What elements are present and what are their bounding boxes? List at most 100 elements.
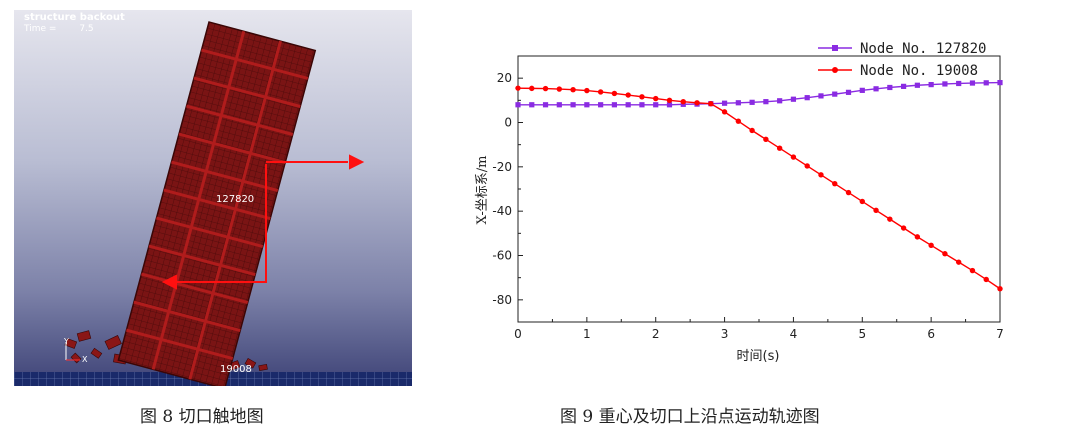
data-point — [515, 85, 521, 91]
data-point — [845, 189, 852, 196]
data-point — [639, 94, 645, 100]
data-point — [887, 84, 893, 91]
data-point — [708, 100, 714, 107]
legend-entry: Node No. 127820 — [818, 41, 986, 57]
data-point — [584, 87, 590, 94]
figure-caption-right: 图 9 重心及切口上沿点运动轨迹图 — [560, 407, 820, 427]
data-point — [859, 198, 865, 205]
data-point — [942, 251, 948, 257]
x-tick-label: 6 — [927, 327, 935, 341]
x-tick-label: 1 — [583, 327, 591, 341]
data-point — [529, 85, 535, 92]
data-point — [832, 180, 838, 187]
axis-triad: Y X — [63, 337, 88, 364]
data-point — [749, 99, 755, 105]
y-tick-label: -40 — [492, 204, 512, 218]
x-tick-label: 7 — [996, 327, 1004, 341]
data-point — [956, 80, 962, 87]
y-tick-label: 0 — [504, 116, 512, 130]
data-point — [818, 93, 824, 99]
direction-arrows — [161, 154, 365, 290]
data-point — [529, 102, 535, 108]
data-point — [763, 99, 769, 105]
simulation-view: 127820 19008 Y X — [14, 21, 412, 386]
x-axis-label: 时间(s) — [737, 349, 780, 364]
data-point — [556, 102, 562, 108]
data-point — [873, 86, 879, 92]
x-tick-label: 4 — [790, 327, 798, 341]
legend: Node No. 127820 Node No. 19008 — [818, 41, 986, 79]
data-point — [887, 216, 893, 222]
x-tick-label: 3 — [721, 327, 729, 341]
axis-triad-y: Y — [63, 337, 69, 346]
plot-border — [517, 55, 1001, 323]
data-point — [804, 163, 810, 169]
y-axis: -80 -60 -40 -20 0 20 — [492, 55, 523, 307]
series-line — [518, 81, 1001, 106]
legend-marker — [832, 45, 838, 51]
data-point — [735, 100, 741, 106]
data-point — [900, 225, 907, 231]
data-point — [914, 234, 921, 240]
data-point — [790, 96, 797, 102]
x-tick-label: 0 — [514, 327, 522, 341]
series-1 — [515, 80, 1003, 108]
figure-caption-left: 图 8 切口触地图 — [140, 407, 264, 427]
data-point — [735, 118, 742, 124]
series-2 — [515, 85, 1003, 292]
data-point — [901, 83, 907, 89]
data-point — [666, 97, 673, 104]
time-value: 7.5 — [79, 24, 94, 34]
data-point — [666, 102, 673, 108]
data-point — [625, 92, 631, 98]
legend-label: Node No. 127820 — [860, 41, 986, 57]
data-point — [542, 102, 549, 108]
y-tick-label: -20 — [492, 160, 512, 174]
data-point — [763, 136, 769, 143]
data-point — [653, 102, 659, 108]
data-point — [721, 100, 728, 106]
data-point — [749, 127, 755, 134]
data-point — [955, 259, 962, 265]
y-tick-label: 20 — [497, 71, 512, 85]
series-line — [517, 87, 1001, 290]
data-point — [694, 100, 700, 106]
data-point — [777, 98, 783, 104]
data-point — [928, 242, 934, 249]
data-point — [639, 102, 645, 108]
series-layer — [515, 80, 1003, 292]
simulation-time: Time = 7.5 — [24, 24, 94, 35]
data-point — [873, 207, 879, 213]
data-point — [570, 86, 576, 93]
axis-triad-x: X — [82, 355, 88, 364]
time-label: Time = — [24, 24, 57, 34]
plot-frame — [517, 55, 1001, 323]
data-point — [942, 81, 948, 87]
data-point — [776, 145, 783, 151]
data-point — [680, 98, 686, 105]
data-point — [598, 102, 604, 108]
data-point — [653, 95, 659, 102]
y-axis-label: X-坐标系/m — [475, 156, 490, 225]
data-point — [611, 102, 617, 108]
legend-marker — [832, 67, 838, 73]
data-point — [597, 89, 604, 95]
data-point — [625, 102, 631, 108]
simulation-panel: 127820 19008 Y X structure backout Time … — [14, 10, 412, 386]
legend-label: Node No. 19008 — [860, 63, 978, 79]
data-point — [832, 91, 838, 97]
data-point — [556, 86, 563, 92]
y-tick-label: -80 — [492, 293, 512, 307]
simulation-title: structure backout — [24, 12, 125, 23]
x-tick-label: 2 — [652, 327, 660, 341]
data-point — [845, 89, 852, 95]
data-point — [983, 276, 989, 283]
data-point — [969, 80, 976, 86]
data-point — [818, 172, 824, 178]
x-tick-label: 5 — [858, 327, 866, 341]
y-tick-label: -60 — [492, 249, 512, 263]
node-label-base: 19008 — [220, 364, 252, 375]
data-point — [515, 102, 521, 108]
data-point — [997, 286, 1003, 292]
legend-entry: Node No. 19008 — [818, 63, 978, 79]
